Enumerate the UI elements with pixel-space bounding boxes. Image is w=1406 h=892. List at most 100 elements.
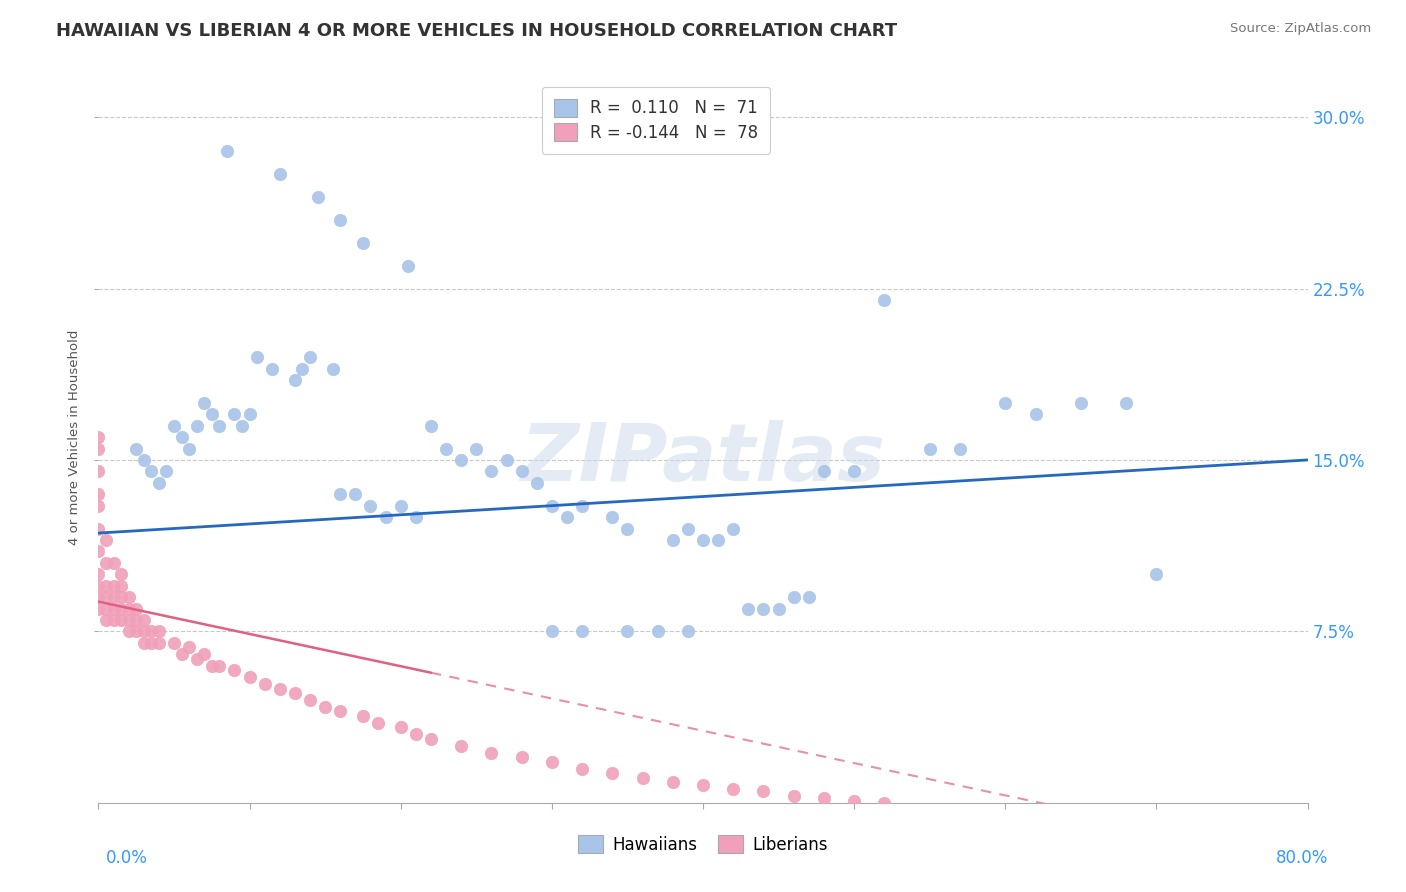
Point	[132, 624, 155, 639]
Point	[224, 663, 246, 677]
Point	[526, 475, 548, 490]
Point	[949, 442, 972, 456]
Point	[396, 259, 419, 273]
Point	[163, 418, 186, 433]
Point	[118, 624, 141, 639]
Point	[389, 499, 412, 513]
Point	[239, 407, 262, 421]
Point	[110, 590, 132, 604]
Point	[661, 775, 683, 789]
Point	[571, 624, 593, 639]
Point	[360, 499, 382, 513]
Point	[179, 442, 201, 456]
Point	[344, 487, 367, 501]
Point	[87, 601, 110, 615]
Point	[768, 601, 790, 615]
Point	[510, 750, 533, 764]
Point	[616, 624, 638, 639]
Point	[495, 453, 517, 467]
Point	[132, 636, 155, 650]
Point	[148, 624, 170, 639]
Point	[269, 167, 291, 181]
Point	[208, 658, 231, 673]
Point	[103, 590, 125, 604]
Point	[813, 464, 835, 478]
Point	[420, 418, 443, 433]
Point	[179, 640, 201, 655]
Point	[752, 601, 775, 615]
Point	[873, 796, 896, 810]
Point	[352, 235, 374, 250]
Point	[1115, 396, 1137, 410]
Point	[118, 613, 141, 627]
Point	[94, 533, 117, 547]
Point	[125, 442, 148, 456]
Point	[783, 789, 806, 803]
Y-axis label: 4 or more Vehicles in Household: 4 or more Vehicles in Household	[67, 329, 82, 545]
Point	[231, 418, 253, 433]
Point	[103, 613, 125, 627]
Text: Source: ZipAtlas.com: Source: ZipAtlas.com	[1230, 22, 1371, 36]
Point	[299, 350, 322, 364]
Point	[450, 453, 472, 467]
Point	[450, 739, 472, 753]
Point	[125, 613, 148, 627]
Point	[783, 590, 806, 604]
Point	[284, 686, 307, 700]
Point	[571, 762, 593, 776]
Point	[994, 396, 1017, 410]
Point	[269, 681, 291, 696]
Point	[215, 145, 238, 159]
Legend: Hawaiians, Liberians: Hawaiians, Liberians	[571, 829, 835, 860]
Point	[465, 442, 488, 456]
Point	[110, 567, 132, 582]
Point	[631, 771, 654, 785]
Point	[262, 361, 284, 376]
Point	[540, 624, 562, 639]
Point	[291, 361, 314, 376]
Point	[87, 442, 110, 456]
Point	[103, 601, 125, 615]
Point	[118, 601, 141, 615]
Point	[707, 533, 730, 547]
Point	[647, 624, 669, 639]
Point	[420, 731, 443, 746]
Point	[87, 499, 110, 513]
Point	[125, 624, 148, 639]
Point	[873, 293, 896, 307]
Point	[1024, 407, 1046, 421]
Point	[186, 418, 208, 433]
Point	[676, 624, 699, 639]
Point	[141, 636, 163, 650]
Point	[434, 442, 457, 456]
Point	[87, 544, 110, 558]
Point	[94, 601, 117, 615]
Point	[1144, 567, 1167, 582]
Point	[103, 556, 125, 570]
Point	[193, 396, 215, 410]
Point	[797, 590, 820, 604]
Point	[94, 556, 117, 570]
Point	[186, 652, 208, 666]
Point	[239, 670, 262, 684]
Point	[170, 647, 193, 661]
Point	[540, 499, 562, 513]
Point	[314, 699, 336, 714]
Point	[752, 784, 775, 798]
Point	[148, 636, 170, 650]
Point	[132, 453, 155, 467]
Point	[723, 782, 745, 797]
Point	[94, 613, 117, 627]
Point	[389, 720, 412, 734]
Point	[571, 499, 593, 513]
Point	[87, 590, 110, 604]
Point	[692, 533, 714, 547]
Point	[405, 727, 427, 741]
Point	[110, 613, 132, 627]
Point	[163, 636, 186, 650]
Point	[208, 418, 231, 433]
Point	[723, 521, 745, 535]
Point	[201, 407, 224, 421]
Text: ZIPatlas: ZIPatlas	[520, 420, 886, 498]
Point	[616, 521, 638, 535]
